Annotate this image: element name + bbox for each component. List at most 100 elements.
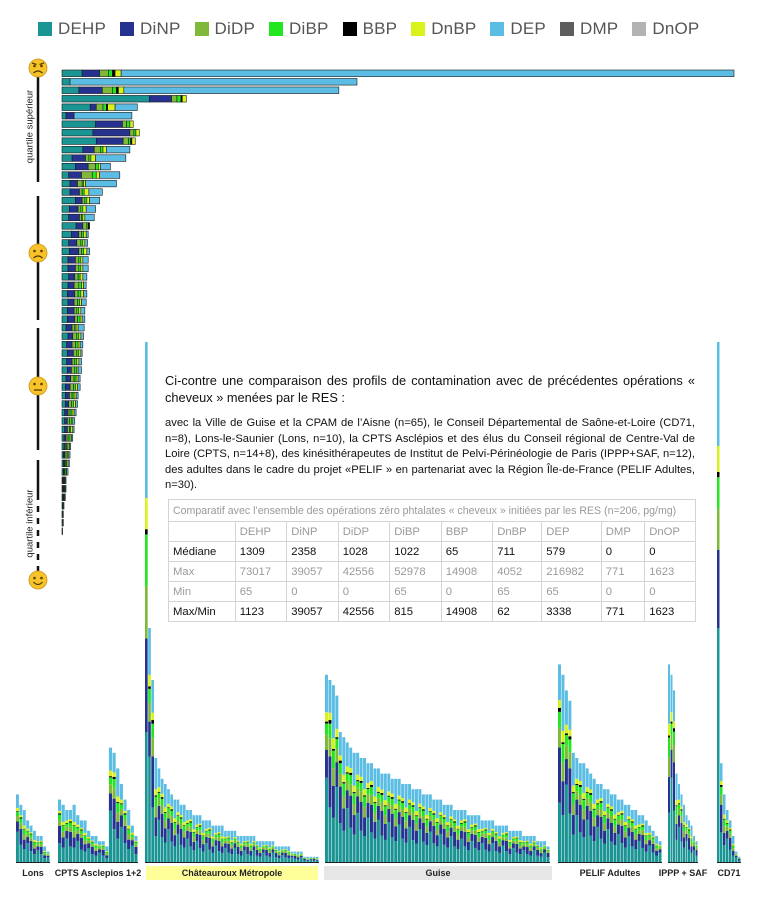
- vbar-segment-dnbp: [328, 712, 332, 721]
- vbar-segment-dnbp: [673, 721, 675, 729]
- hbar-segment-dep: [123, 86, 340, 94]
- vbar-segment-bbp: [342, 782, 346, 784]
- vbar-segment-bbp: [246, 841, 249, 843]
- hbar-segment-dnbp: [82, 239, 86, 247]
- vbar-segment-dnbp: [186, 820, 189, 823]
- vbar-segment-dibp: [268, 848, 272, 851]
- hbar-segment-dep: [78, 358, 82, 366]
- hbar-segment-dinp: [78, 86, 103, 94]
- vbar-segment-dnbp: [466, 829, 470, 833]
- vbar-segment-dnbp: [290, 853, 294, 855]
- legend-swatch: [411, 22, 426, 36]
- vbar-segment-dinp: [480, 837, 484, 844]
- vbar-segment-didp: [68, 826, 73, 832]
- hbar-segment-dibp: [81, 188, 85, 196]
- vbar-segment-dibp: [571, 793, 575, 805]
- vbar-segment-didp: [634, 834, 638, 840]
- vbar-segment-dibp: [249, 845, 253, 849]
- vbar-segment-dinp: [623, 837, 627, 848]
- vbar-segment-bbp: [376, 791, 380, 793]
- vbar-segment-bbp: [198, 825, 202, 827]
- vbar-segment-dinp: [525, 846, 529, 855]
- vbar-segment-dibp: [558, 711, 561, 728]
- vbar-segment-dep: [363, 758, 367, 790]
- vbar-segment-dnbp: [675, 800, 678, 806]
- vbar-segment-dibp: [397, 800, 401, 806]
- vbar-segment-dnbp: [670, 712, 673, 722]
- table-row: Max/Min 1123 39057 42556 815 14908 62 3338 771 16…: [168, 601, 696, 622]
- hbar-segment-dnbp: [75, 383, 78, 391]
- table-cell: 1022: [389, 541, 442, 562]
- vbar-segment-dinp: [284, 852, 287, 858]
- hbar-segment-didp: [71, 358, 76, 366]
- vbar-segment-dnbp: [116, 796, 120, 803]
- vbar-segment-dinp: [123, 825, 127, 844]
- vbar-segment-dnbp: [230, 840, 234, 843]
- vbar-segment-dehp: [16, 831, 19, 862]
- hbar-segment-dep: [71, 434, 74, 442]
- vbar-segment-dinp: [233, 843, 237, 848]
- vbar-segment-didp: [220, 842, 224, 847]
- vbar-segment-dinp: [373, 821, 377, 839]
- vbar-segment-dnbp: [233, 837, 237, 839]
- vbar-segment-dehp: [312, 860, 316, 862]
- vbar-segment-dinp: [546, 852, 550, 858]
- hbar-segment-dinp: [68, 171, 82, 179]
- vbar-segment-didp: [673, 745, 675, 763]
- hbar-segment-dep: [80, 349, 83, 357]
- detail-paragraph: avec la Ville de Guise et la CPAM de l’A…: [165, 417, 695, 491]
- hbar-segment-bbp: [87, 222, 90, 230]
- hbar-segment-dibp: [88, 154, 92, 162]
- vbar-segment-dnbp: [432, 810, 436, 814]
- vbar-segment-dep: [271, 841, 275, 846]
- vbar-segment-dehp: [522, 850, 526, 862]
- vbar-segment-dep: [108, 747, 113, 771]
- vbar-segment-dinp: [356, 796, 360, 813]
- hbar-segment-didp: [93, 146, 101, 154]
- vbar-segment-dep: [401, 784, 405, 799]
- angry-face-icon: [28, 58, 48, 78]
- vbar-segment-dehp: [641, 847, 645, 862]
- vbar-segment-dehp: [673, 810, 675, 862]
- vbar-segment-dibp: [262, 846, 265, 848]
- table-cell: 1309: [234, 541, 288, 562]
- vbar-segment-didp: [105, 853, 109, 856]
- vbar-segment-didp: [29, 837, 33, 841]
- vbar-segment-bbp: [148, 686, 151, 689]
- vbar-segment-dibp: [179, 818, 183, 824]
- vbar-segment-dep: [695, 841, 698, 845]
- hbar-segment-didp: [69, 391, 73, 400]
- vbar-segment-dep: [421, 794, 425, 807]
- hbar-segment-dep: [65, 476, 67, 484]
- vbar-segment-dinp: [641, 834, 645, 848]
- vbar-segment-dibp: [79, 830, 83, 834]
- vbar-segment-dehp: [411, 840, 415, 862]
- hbar-segment-didp: [73, 307, 78, 315]
- vbar-segment-dinp: [585, 805, 589, 820]
- vbar-segment-bbp: [157, 791, 161, 793]
- vbar-segment-dehp: [634, 849, 638, 862]
- vbar-segment-dibp: [404, 812, 408, 821]
- vbar-segment-dibp: [680, 810, 683, 817]
- vbar-segment-dehp: [370, 832, 373, 862]
- vbar-segment-dehp: [487, 851, 491, 862]
- hbar-segment-dehp: [61, 434, 65, 442]
- vbar-segment-dehp: [145, 732, 148, 862]
- vbar-segment-dibp: [22, 829, 26, 835]
- vbar-segment-dinp: [418, 818, 422, 830]
- hbar-segment-dnbp: [181, 95, 187, 103]
- table-cell: 1623: [644, 601, 696, 622]
- vbar-segment-dibp: [670, 723, 673, 735]
- vbar-segment-didp: [670, 734, 673, 750]
- vbar-segment-dibp: [83, 835, 87, 840]
- vbar-segment-dnbp: [491, 828, 495, 831]
- vbar-segment-dinp: [262, 849, 265, 853]
- vbar-segment-dnbp: [606, 803, 610, 808]
- vbar-segment-dibp: [487, 835, 491, 840]
- vbar-segment-dep: [411, 789, 415, 803]
- vbar-segment-dep: [603, 789, 607, 812]
- vbar-segment-dnbp: [33, 840, 36, 843]
- vbar-segment-dehp: [157, 819, 161, 862]
- vbar-segment-dep: [195, 815, 199, 825]
- vbar-segment-dinp: [603, 830, 607, 844]
